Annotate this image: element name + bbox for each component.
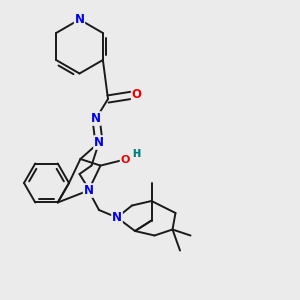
Text: N: N [112, 211, 122, 224]
Text: N: N [74, 13, 85, 26]
Text: N: N [94, 136, 104, 149]
Text: H: H [132, 149, 140, 159]
Text: O: O [131, 88, 142, 101]
Text: H: H [132, 149, 140, 159]
Text: N: N [112, 211, 122, 224]
Text: O: O [131, 88, 142, 101]
Text: O: O [120, 154, 130, 165]
Text: N: N [91, 112, 101, 125]
Text: N: N [83, 184, 94, 197]
Text: N: N [91, 112, 101, 125]
Text: O: O [120, 154, 130, 165]
Text: N: N [74, 13, 85, 26]
Text: N: N [94, 136, 104, 149]
Text: N: N [83, 184, 94, 197]
